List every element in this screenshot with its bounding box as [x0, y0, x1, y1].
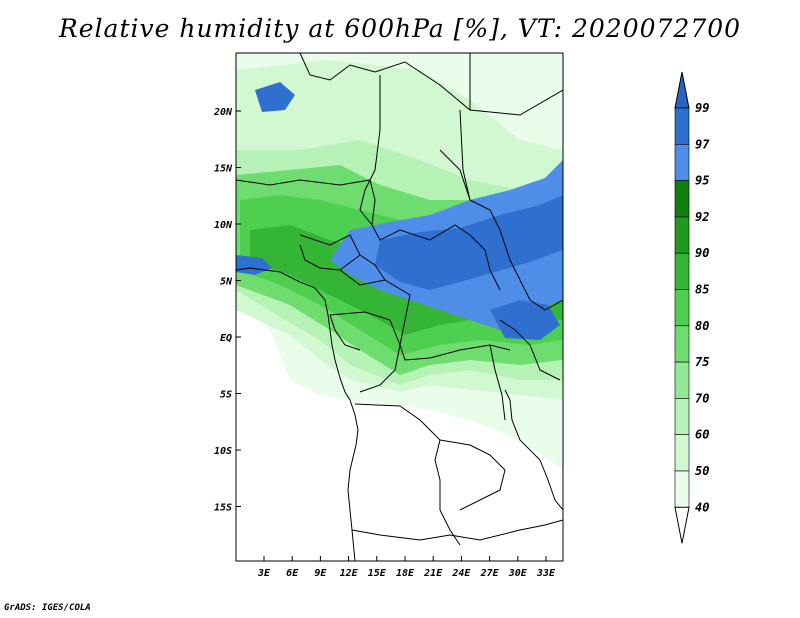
border-east — [459, 109, 563, 311]
lon-tick-label: 3E — [257, 568, 271, 579]
humidity-field — [236, 53, 563, 470]
border-gabon — [329, 314, 361, 351]
colorbar-swatch — [674, 107, 690, 145]
colorbar-label: 97 — [695, 137, 710, 151]
colorbar-swatch — [674, 144, 690, 181]
colorbar-swatch — [674, 470, 690, 508]
lon-tick-label: 27E — [480, 568, 500, 579]
border-zambia — [439, 439, 506, 511]
colorbar-swatch — [674, 398, 690, 435]
border-uganda — [499, 319, 561, 381]
lon-tick-label: 15E — [368, 568, 387, 579]
border-cameroon — [359, 254, 386, 281]
grads-credit: GrADS: IGES/COLA — [4, 603, 91, 613]
colorbar-label: 85 — [695, 283, 709, 297]
border-sudan — [469, 89, 563, 116]
border-south — [351, 519, 563, 541]
border-chad — [439, 149, 471, 201]
colorbar-swatch — [674, 325, 690, 363]
colorbar: 99 97 95 92 90 85 80 75 70 60 50 40 — [674, 71, 710, 544]
longitude-axis: 3E 6E 9E 12E 15E 18E 21E 24E 27E 30E 33E — [257, 556, 556, 579]
colorbar-label: 50 — [695, 464, 709, 478]
lat-tick-label: 10S — [214, 446, 232, 457]
border-central — [299, 234, 361, 271]
rh-shade-97 — [375, 195, 563, 290]
map-title: Relative humidity at 600hPa [%], VT: 202… — [58, 14, 742, 43]
colorbar-bottom-arrow — [674, 506, 690, 544]
lat-tick-label: 15S — [214, 503, 232, 514]
lat-tick-label: 5N — [220, 277, 233, 288]
map-frame — [235, 52, 564, 562]
colorbar-label: 75 — [695, 355, 709, 369]
lon-tick-label: 21E — [423, 568, 443, 579]
colorbar-top-arrow — [674, 71, 690, 109]
border-lakes — [504, 389, 563, 511]
colorbar-label: 92 — [695, 210, 709, 224]
colorbar-swatch — [674, 180, 690, 218]
lat-tick-label: EQ — [220, 333, 232, 344]
border-angola — [354, 403, 461, 546]
colorbar-label: 99 — [695, 101, 709, 115]
lat-tick-label: 15N — [214, 164, 233, 175]
lon-tick-label: 6E — [286, 568, 299, 579]
colorbar-label: 90 — [695, 246, 709, 260]
lon-tick-label: 33E — [536, 568, 556, 579]
border-north — [299, 53, 471, 112]
colorbar-label: 60 — [695, 428, 709, 442]
border-sahel — [236, 179, 501, 291]
lat-tick-label: 5S — [220, 390, 232, 401]
lat-tick-label: 10N — [214, 220, 233, 231]
coastline — [236, 267, 359, 561]
colorbar-label: 40 — [695, 500, 709, 514]
colorbar-label: 95 — [695, 174, 709, 188]
lon-tick-label: 18E — [396, 568, 415, 579]
colorbar-swatch — [674, 216, 690, 254]
colorbar-swatch — [674, 434, 690, 472]
colorbar-swatch — [674, 361, 690, 399]
colorbar-label: 70 — [695, 391, 709, 405]
lon-tick-label: 30E — [508, 568, 528, 579]
rh-shade-97-east — [490, 300, 560, 340]
rh-shade-97-north — [255, 82, 295, 112]
lat-tick-label: 20N — [213, 107, 233, 118]
colorbar-swatch — [674, 252, 690, 290]
border-interior — [359, 75, 381, 226]
lon-tick-label: 9E — [314, 568, 327, 579]
border-drc-east — [489, 344, 506, 421]
lon-tick-label: 12E — [340, 568, 359, 579]
colorbar-swatch — [674, 289, 690, 327]
border-congo — [329, 311, 401, 393]
latitude-axis: 20N 15N 10N 5N EQ 5S 10S 15S — [213, 107, 241, 514]
country-borders — [236, 53, 563, 561]
colorbar-label: 80 — [695, 319, 709, 333]
lon-tick-label: 24E — [451, 568, 471, 579]
